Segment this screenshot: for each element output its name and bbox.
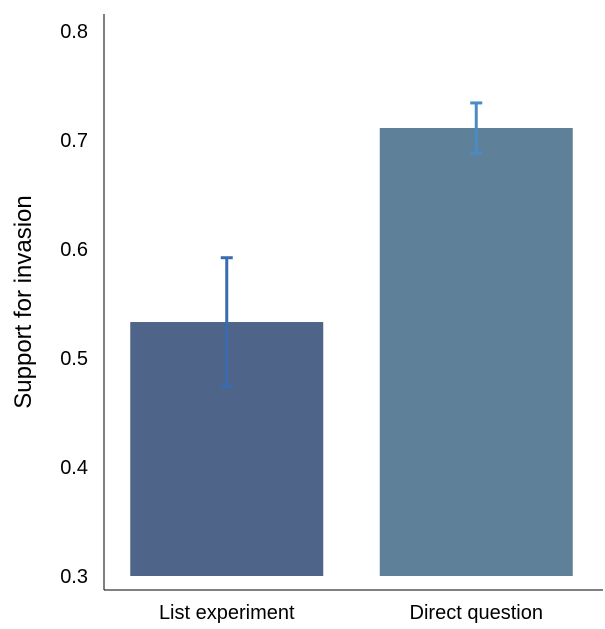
y-tick-label: 0.3	[60, 566, 88, 588]
y-axis-title: Support for invasion	[10, 195, 37, 408]
y-tick-label: 0.4	[60, 457, 88, 479]
y-tick-label: 0.5	[60, 348, 88, 370]
bars-layer	[130, 128, 573, 576]
y-tick-label: 0.6	[60, 239, 88, 261]
x-tick-label: Direct question	[410, 602, 543, 624]
bar	[379, 128, 573, 576]
y-tick-label: 0.8	[60, 21, 88, 43]
x-tick-label: List experiment	[159, 602, 295, 624]
y-tick-labels: 0.3 0.4 0.5 0.6 0.7 0.8	[60, 21, 88, 588]
y-tick-label: 0.7	[60, 130, 88, 152]
error-bars-layer	[220, 101, 483, 388]
x-tick-labels: List experiment Direct question	[159, 602, 543, 624]
axes-layer	[103, 14, 603, 591]
